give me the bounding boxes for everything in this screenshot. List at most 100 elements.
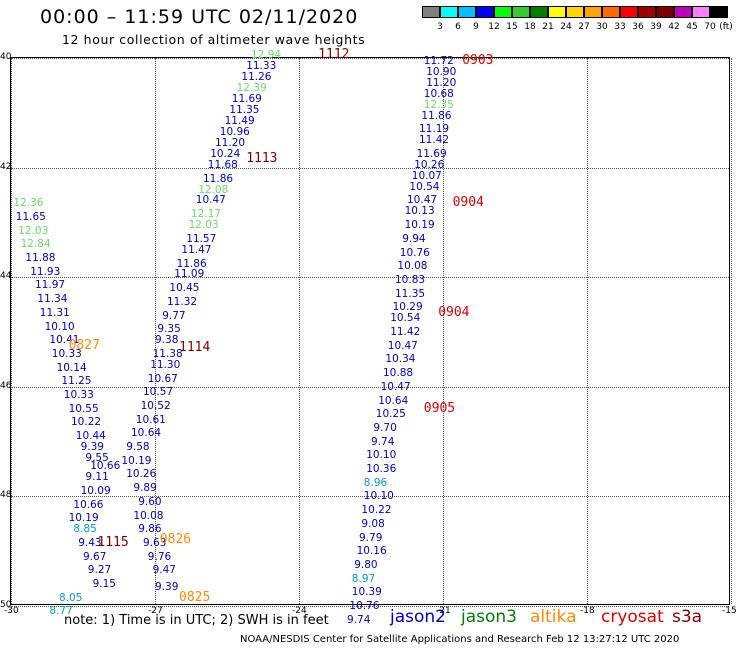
color-scale-label: 39 (650, 22, 662, 32)
pass-time-label: 1114 (179, 340, 211, 356)
wave-height-value: 9.39 (155, 580, 179, 593)
wave-height-value: 10.67 (147, 372, 178, 385)
wave-height-value: 10.96 (219, 125, 250, 138)
wave-height-value: 11.33 (246, 60, 277, 73)
wave-height-value: 11.35 (395, 287, 426, 300)
wave-height-value: 11.20 (426, 76, 457, 89)
latitude-tick-label: 48 (0, 490, 12, 501)
map-plot-area: 12.94 11.33 11.26 12.39 11.69 11.35 11.49 10.96… (10, 47, 732, 626)
wave-height-value: 12.94 (251, 49, 282, 62)
color-scale-swatch (692, 6, 710, 18)
wave-height-value: 10.54 (390, 312, 421, 325)
latitude-gridline (11, 58, 729, 59)
pass-time-label: 0905 (423, 400, 456, 416)
wave-height-value: 10.08 (133, 509, 164, 522)
color-scale-swatch (602, 6, 620, 18)
wave-height-value: 9.08 (361, 517, 385, 530)
wave-height-value: 10.66 (73, 498, 104, 511)
latitude-gridline (11, 167, 729, 169)
wave-height-value: 10.22 (361, 504, 392, 517)
wave-height-value: 10.24 (210, 147, 241, 160)
wave-height-value: 11.19 (419, 123, 450, 136)
wave-height-value: 9.80 (354, 558, 378, 571)
color-scale-label: 45 (686, 22, 698, 32)
longitude-gridline (155, 58, 156, 604)
wave-height-value: 10.29 (392, 301, 423, 314)
wave-height-value: 10.90 (426, 65, 457, 78)
wave-height-value: 11.31 (39, 306, 70, 319)
color-scale-label: 42 (668, 22, 680, 32)
color-scale-label: 70 (704, 22, 716, 32)
latitude-gridline (11, 496, 729, 498)
pass-time-label: 0904 (438, 304, 470, 320)
credit-line: NOAA/NESDIS Center for Satellite Applica… (240, 634, 680, 645)
wave-height-value: 12.35 (423, 98, 454, 111)
wave-height-value: 10.52 (140, 399, 171, 412)
wave-height-value: 10.10 (44, 320, 75, 333)
color-scale-swatch (422, 6, 440, 18)
color-scale-swatch (494, 6, 512, 18)
wave-height-value: 9.60 (138, 495, 162, 508)
wave-height-value: 10.47 (195, 194, 226, 207)
wave-height-value: 10.08 (397, 260, 428, 273)
latitude-tick-label: 40 (0, 52, 12, 62)
pass-time-label: 1115 (97, 534, 129, 550)
latitude-tick-label: 46 (0, 380, 12, 391)
wave-height-value: 11.93 (30, 265, 61, 278)
wave-height-value: 9.35 (157, 323, 181, 336)
color-scale-label: 15 (506, 22, 518, 32)
wave-height-value: 9.15 (92, 578, 116, 591)
wave-height-value: 11.42 (419, 134, 450, 147)
wave-height-value: 12.03 (188, 219, 219, 232)
wave-height-value: 10.61 (135, 413, 166, 426)
longitude-gridline (443, 58, 444, 604)
wave-height-value: 9.74 (371, 435, 395, 448)
wave-height-value: 9.79 (359, 531, 383, 544)
wave-height-value: 9.55 (85, 452, 109, 465)
wave-height-value: 11.86 (421, 109, 452, 122)
wave-height-value: 9.27 (87, 564, 112, 577)
wave-height-value: 9.38 (155, 334, 179, 347)
color-scale-swatch (440, 6, 458, 18)
longitude-tick-label: -15 (722, 606, 737, 616)
wave-height-value: 11.97 (35, 279, 66, 292)
longitude-tick-label: -21 (436, 606, 451, 616)
wave-height-value: 10.19 (68, 512, 99, 525)
wave-height-value: 10.54 (409, 180, 440, 193)
color-scale-swatch (512, 6, 530, 18)
wave-height-value: 9.74 (347, 613, 371, 626)
color-scale-swatch (476, 6, 494, 18)
wave-height-value: 8.05 (59, 591, 83, 604)
wave-height-value: 8.96 (363, 476, 388, 489)
wave-height-value: 10.26 (414, 158, 445, 171)
pass-time-label: 1112 (318, 47, 350, 63)
longitude-tick-label: -24 (292, 606, 307, 616)
legend-entry-s3a: s3a (672, 607, 703, 627)
legend-entry-jason2: jason2 (390, 607, 446, 627)
pass-time-label: 0825 (179, 589, 211, 605)
wave-height-value: 10.55 (68, 402, 99, 415)
color-scale-label: 36 (632, 22, 644, 32)
latitude-tick-label: 44 (0, 271, 12, 282)
wave-height-value: 10.44 (75, 430, 106, 443)
color-scale-label: 6 (455, 22, 461, 32)
color-scale-swatch (530, 6, 548, 18)
wave-height-value: 10.47 (387, 339, 418, 352)
wave-height-value: 11.32 (167, 295, 198, 308)
wave-height-value: 9.77 (162, 309, 186, 322)
color-scale-unit: (ft) (719, 22, 733, 32)
wave-height-value: 10.10 (363, 490, 394, 503)
wave-height-value: 10.47 (407, 194, 438, 207)
color-scale-label: 24 (560, 22, 572, 32)
wave-height-value: 11.34 (37, 293, 68, 306)
wave-height-value: 9.47 (152, 564, 176, 577)
wave-height-value: 9.70 (373, 421, 397, 434)
color-scale-swatch (638, 6, 656, 18)
color-scale-label: 30 (596, 22, 608, 32)
latitude-gridline (11, 277, 729, 279)
wave-height-value: 9.76 (147, 550, 172, 563)
wave-height-value: 9.86 (138, 523, 162, 536)
wave-height-value: 9.11 (85, 471, 109, 484)
wave-height-value: 11.88 (25, 252, 56, 265)
wave-height-value: 10.09 (80, 484, 111, 497)
